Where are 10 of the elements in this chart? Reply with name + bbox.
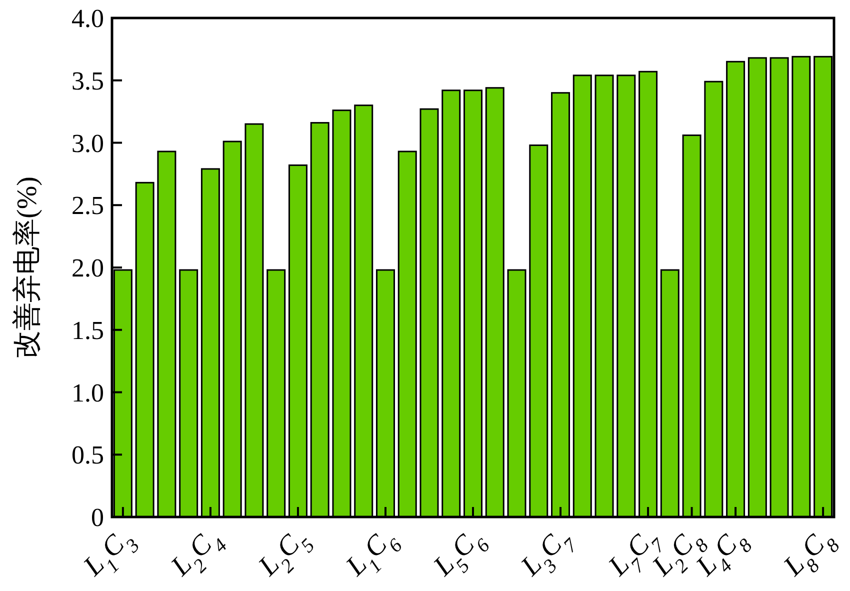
y-tick-label: 4.0 [72,4,104,34]
y-tick-label: 2.0 [72,254,104,283]
y-tick-label: 2.5 [72,191,104,220]
y-tick-label: 3.5 [72,66,104,96]
y-tick-label: 1.5 [72,316,104,345]
y-tick-label: 0.5 [72,440,104,470]
y-tick-label: 0 [91,503,104,532]
y-tick-label: 1.0 [72,378,104,408]
y-axis-title: 改善弃电率(%) [11,176,43,358]
y-tick-label: 3.0 [72,128,104,158]
